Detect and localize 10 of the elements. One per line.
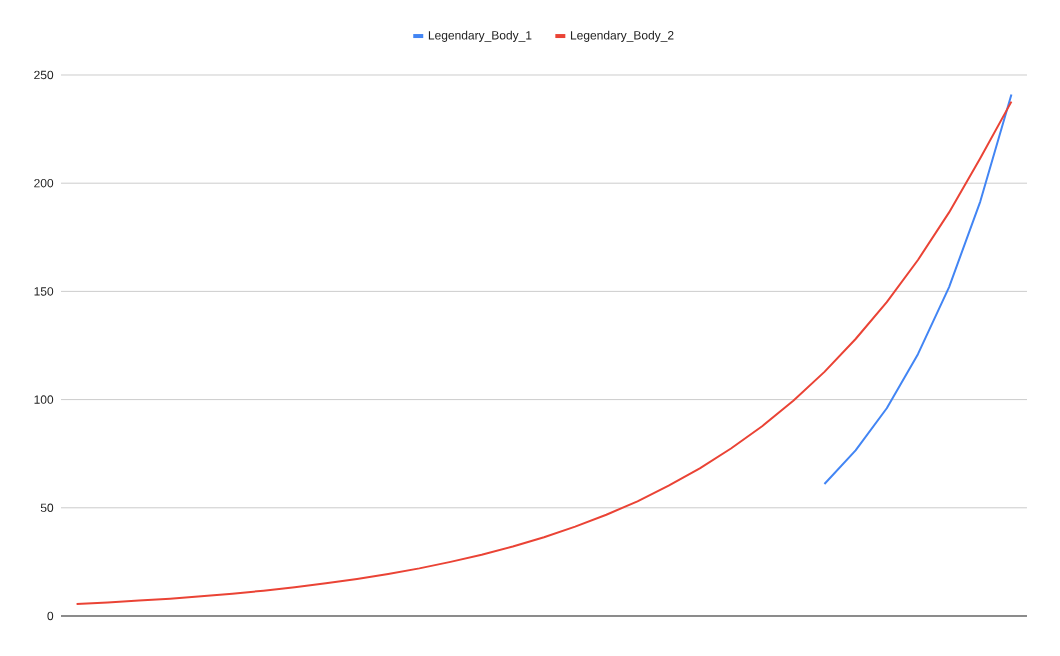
line-series <box>823 93 1013 485</box>
y-tick-label: 250 <box>34 70 54 80</box>
line-series <box>75 100 1013 606</box>
y-tick-label: 50 <box>40 503 54 513</box>
y-tick-label: 0 <box>47 611 54 621</box>
legend-label: Legendary_Body_2 <box>570 30 674 42</box>
y-tick-label: 150 <box>34 287 54 296</box>
legend-label: Legendary_Body_1 <box>428 30 532 42</box>
y-tick-label: 100 <box>34 395 54 404</box>
y-tick-label: 200 <box>34 178 54 188</box>
